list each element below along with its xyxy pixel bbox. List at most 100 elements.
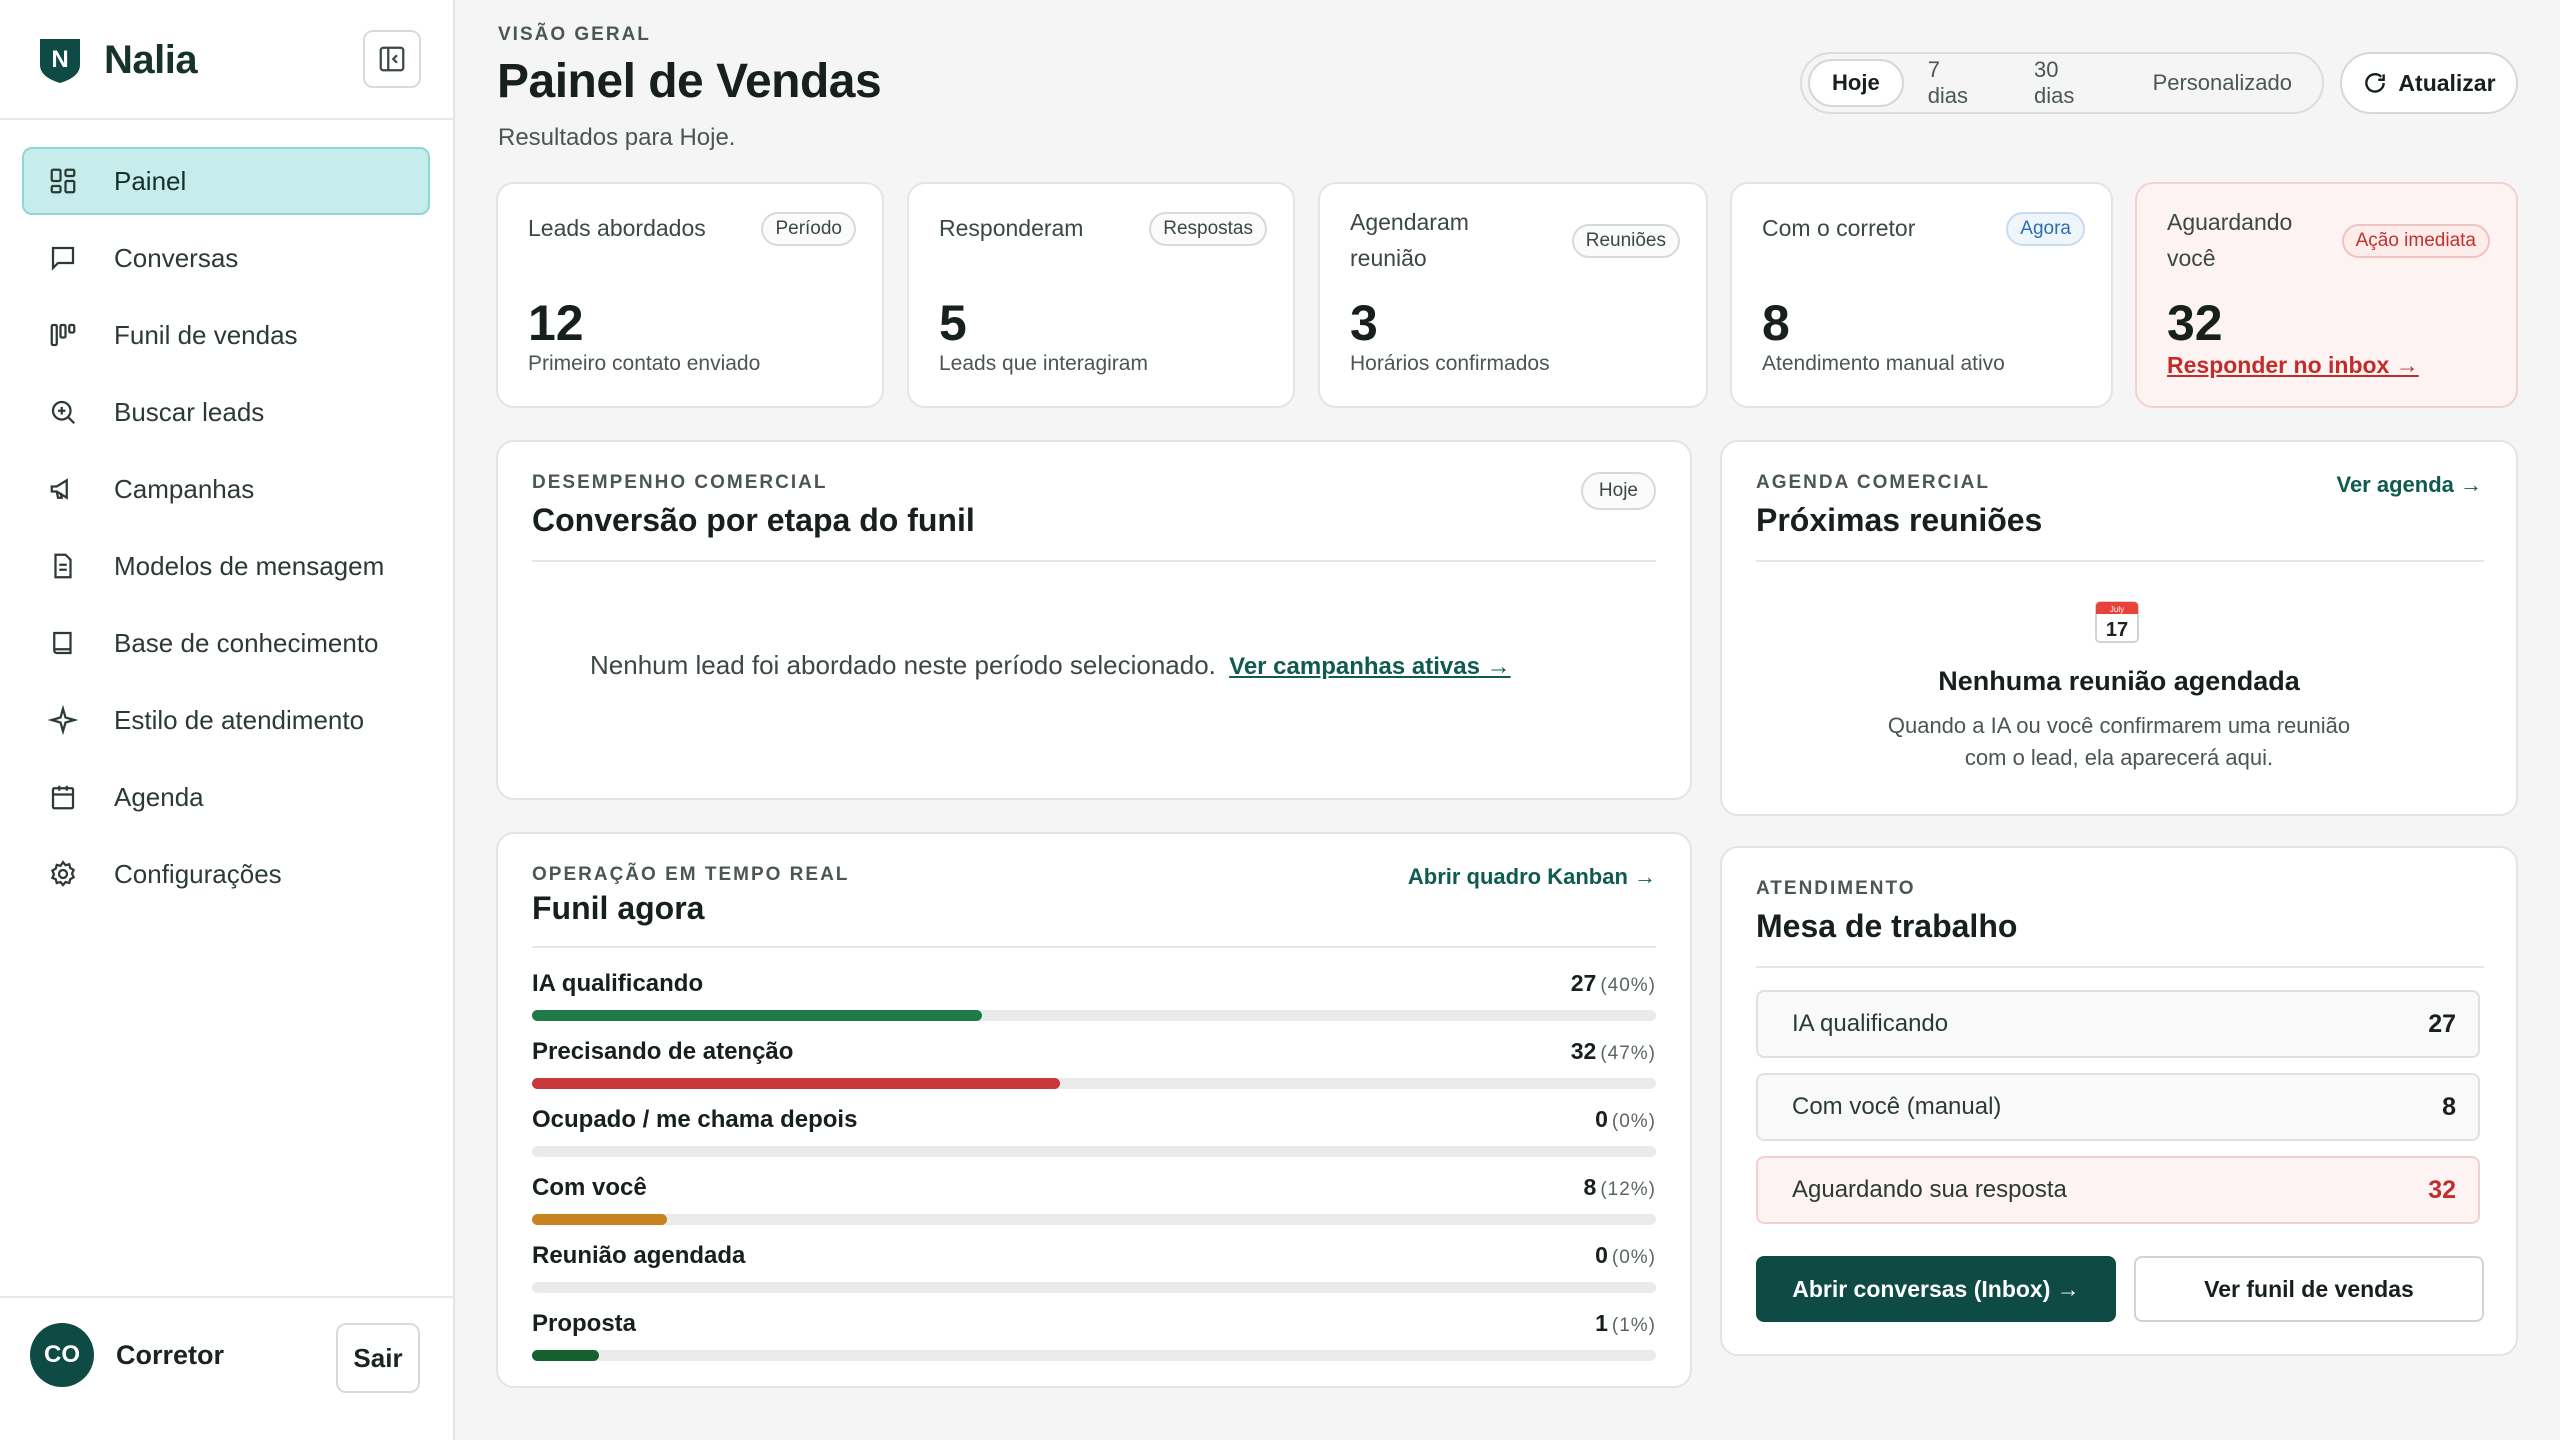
kpi-badge: Respostas [1149,212,1267,246]
period-30-days[interactable]: 30 dias [2034,57,2075,108]
kpi-badge: Ação imediata [2341,224,2490,258]
kpi-card-com-corretor: Com o corretor Agora 8 Atendimento manua… [1730,182,2113,408]
funnel-row-percent: (12%) [1600,1179,1656,1200]
kpi-card-aguardando: Aguardando você Ação imediata 32 Respond… [2135,182,2518,408]
page-subtitle: Resultados para Hoje. [498,124,736,151]
sidebar-item-label: Conversas [114,242,239,273]
funnel-row-number: 27 [1570,970,1597,996]
kpi-badge: Agora [2006,212,2085,246]
kpi-label: Agendaram reunião [1350,209,1469,271]
sidebar-item-conversas[interactable]: Conversas [22,224,430,292]
brand-name: Nalia [104,37,198,82]
logout-button[interactable]: Sair [336,1323,420,1393]
kpi-note: Primeiro contato enviado [528,352,761,375]
funnel-row-percent: (0%) [1611,1247,1656,1268]
sidebar-item-funil[interactable]: Funil de vendas [22,301,430,369]
sidebar-item-painel[interactable]: Painel [22,147,430,215]
sidebar-item-modelos[interactable]: Modelos de mensagem [22,532,430,600]
sidebar-item-label: Modelos de mensagem [114,550,385,581]
funnel-row-count: 32 (47%) [1571,1038,1656,1065]
agenda-empty-title: Nenhuma reunião agendada [1938,666,2300,696]
kpi-value: 8 [1762,295,1790,351]
funnel-row-bar [532,1010,982,1021]
kpi-badge: Reuniões [1571,224,1680,258]
user-name: Corretor [116,1339,225,1370]
active-campaigns-link[interactable]: Ver campanhas ativas → [1229,653,1511,680]
funnel-row-track [532,1350,1656,1361]
funnel-row-track [532,1146,1656,1157]
kpi-value: 32 [2167,295,2223,351]
sidebar-item-base-conhecimento[interactable]: Base de conhecimento [22,609,430,677]
panel-title: Conversão por etapa do funil [532,502,975,538]
sidebar-item-estilo[interactable]: Estilo de atendimento [22,686,430,754]
funnel-row-count: 27 (40%) [1571,970,1656,997]
funnel-row-count: 0 (0%) [1595,1242,1656,1269]
refresh-button[interactable]: Atualizar [2340,52,2518,114]
conversion-panel: DESEMPENHO COMERCIAL Conversão por etapa… [496,440,1692,800]
funnel-row-percent: (1%) [1611,1315,1656,1336]
kpi-card-leads: Leads abordados Período 12 Primeiro cont… [496,182,884,408]
book-icon [46,626,80,660]
kpi-card-responderam: Responderam Respostas 5 Leads que intera… [907,182,1295,408]
kpi-value: 12 [528,295,584,351]
megaphone-icon [46,472,80,506]
kpi-label: Responderam [939,215,1084,241]
panel-eyebrow: ATENDIMENTO [1756,878,1916,899]
panel-title: Próximas reuniões [1756,502,2043,538]
workdesk-row-label: Aguardando sua resposta [1792,1176,2067,1203]
sparkle-icon [46,703,80,737]
sidebar-collapse-icon [379,46,405,72]
period-custom[interactable]: Personalizado [2152,70,2292,95]
kpi-label: Com o corretor [1762,215,1916,241]
panel-eyebrow: AGENDA COMERCIAL [1756,472,1990,493]
funnel-row-label: Proposta [532,1310,637,1337]
workdesk-row-label: IA qualificando [1792,1010,1949,1037]
panel-eyebrow: OPERAÇÃO EM TEMPO REAL [532,864,850,885]
sidebar-nav: Painel Conversas Funil de vendas Buscar … [22,147,430,917]
funnel-row-track [532,1078,1656,1089]
agenda-empty-desc: Quando a IA ou você confirmarem uma reun… [1722,710,2516,774]
period-pill: Hoje [1580,472,1656,510]
kanban-icon [46,318,80,352]
panel-title: Mesa de trabalho [1756,908,2018,944]
open-inbox-button[interactable]: Abrir conversas (Inbox) → [1756,1256,2116,1322]
divider [0,118,455,120]
sidebar-item-buscar-leads[interactable]: Buscar leads [22,378,430,446]
brand[interactable]: N Nalia [36,36,198,84]
kpi-label: Aguardando você [2167,209,2293,271]
funnel-row-percent: (40%) [1600,975,1656,996]
reply-inbox-link[interactable]: Responder no inbox → [2167,352,2419,378]
funnel-row-number: 8 [1583,1174,1597,1200]
search-plus-icon [46,395,80,429]
collapse-sidebar-button[interactable] [363,30,421,88]
sidebar-item-label: Base de conhecimento [114,627,379,658]
calendar-month: July [2110,605,2124,614]
panel-title: Funil agora [532,890,705,926]
chat-icon [46,241,80,275]
funnel-row-number: 0 [1595,1106,1608,1132]
workdesk-row-label: Com você (manual) [1792,1093,2002,1120]
funnel-row-count: 1 (1%) [1595,1310,1656,1337]
period-7-days[interactable]: 7 dias [1927,57,1969,108]
open-kanban-link[interactable]: Abrir quadro Kanban → [1407,864,1656,889]
gear-icon [46,857,80,891]
view-funnel-button[interactable]: Ver funil de vendas [2134,1256,2484,1322]
period-today[interactable]: Hoje [1808,59,1904,107]
panel-eyebrow: DESEMPENHO COMERCIAL [532,472,828,493]
workdesk-row-ai[interactable]: IA qualificando 27 [1756,990,2480,1058]
workdesk-row-awaiting[interactable]: Aguardando sua resposta 32 [1756,1156,2480,1224]
funnel-row-bar [532,1214,667,1225]
user-profile[interactable]: CO Corretor [30,1323,224,1387]
sidebar-item-label: Agenda [114,781,204,812]
workdesk-row-manual[interactable]: Com você (manual) 8 [1756,1073,2480,1141]
funnel-row-number: 32 [1570,1038,1597,1064]
sidebar-item-label: Buscar leads [114,396,265,427]
sidebar-item-campanhas[interactable]: Campanhas [22,455,430,523]
refresh-icon [2365,73,2386,93]
sidebar: N Nalia Painel Conversas Funil de vendas… [0,0,455,1440]
sidebar-item-agenda[interactable]: Agenda [22,763,430,831]
grid-icon [46,164,80,198]
sidebar-item-configuracoes[interactable]: Configurações [22,840,430,908]
view-agenda-link[interactable]: Ver agenda → [2336,472,2482,497]
avatar: CO [30,1323,94,1387]
